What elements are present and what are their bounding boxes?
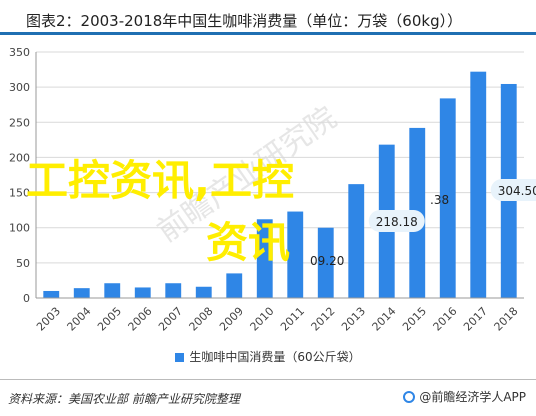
y-tick-label: 0: [23, 292, 30, 305]
y-tick-label: 50: [16, 257, 30, 270]
data-label: 304.50: [498, 184, 536, 198]
x-tick-label: 2007: [156, 305, 185, 334]
brand-label: @前瞻经济学人APP: [419, 390, 526, 404]
label-fragment-2016: .38: [430, 193, 450, 207]
x-tick-label: 2016: [431, 305, 460, 334]
data-label-bubble: [490, 179, 536, 201]
x-tick-label: 2008: [187, 305, 216, 334]
bar-2008: [195, 286, 212, 298]
x-tick-label: 2005: [95, 305, 124, 334]
x-tick-label: 2010: [248, 305, 277, 334]
bars: [43, 71, 517, 299]
legend-swatch: [175, 353, 185, 362]
x-tick-label: 2004: [65, 305, 94, 334]
x-tick-label: 2011: [278, 305, 307, 334]
x-tick-label: 2018: [492, 305, 521, 334]
y-tick-label: 250: [9, 116, 30, 129]
x-tick-label: 2013: [339, 305, 368, 334]
data-label-bubble: [368, 210, 425, 232]
data-labels: 218.18 304.50: [368, 179, 536, 232]
x-tick-label: 2014: [370, 305, 399, 334]
bar-2003: [43, 290, 60, 298]
bar-2010: [256, 219, 273, 298]
y-tick-label: 350: [9, 46, 30, 59]
y-tick-label: 100: [9, 222, 30, 235]
x-tick-label: 2006: [126, 305, 155, 334]
bar-2004: [73, 288, 90, 298]
overlay-text-line1: 工控资讯,工控: [26, 156, 294, 205]
brand-logo-icon: [403, 390, 416, 403]
overlay-text-line2: 资讯: [206, 218, 291, 267]
y-tick-label: 150: [9, 187, 30, 200]
bar-2006: [134, 287, 151, 298]
bar-2017: [470, 71, 487, 299]
bar-2012: [317, 227, 334, 298]
source-note: 资料来源：美国农业部 前瞻产业研究院整理: [8, 392, 240, 406]
x-tick-label: 2017: [461, 305, 490, 334]
x-tick-label: 2003: [34, 305, 63, 334]
footer-divider: [0, 379, 536, 380]
title-underline: [0, 32, 536, 35]
legend: 生咖啡中国消费量（60公斤袋）: [0, 348, 536, 365]
chart-title: 图表2：2003-2018年中国生咖啡消费量（单位：万袋（60kg））: [26, 12, 463, 30]
x-tick-label: 2012: [309, 305, 338, 334]
y-tick-label: 200: [9, 151, 30, 164]
brand: @前瞻经济学人APP: [403, 388, 526, 405]
legend-label: 生咖啡中国消费量（60公斤袋）: [189, 350, 361, 364]
data-label: 218.18: [376, 215, 418, 229]
bar-2016: [439, 98, 456, 298]
x-tick-label: 2009: [217, 305, 246, 334]
bar-2013: [348, 184, 365, 298]
y-tick-label: 300: [9, 81, 30, 94]
bar-2007: [165, 283, 182, 298]
bar-2009: [226, 273, 243, 298]
x-tick-label: 2015: [400, 305, 429, 334]
bar-2011: [287, 211, 304, 298]
label-fragment-2012: 09.20: [310, 254, 345, 268]
bar-2005: [104, 283, 121, 298]
